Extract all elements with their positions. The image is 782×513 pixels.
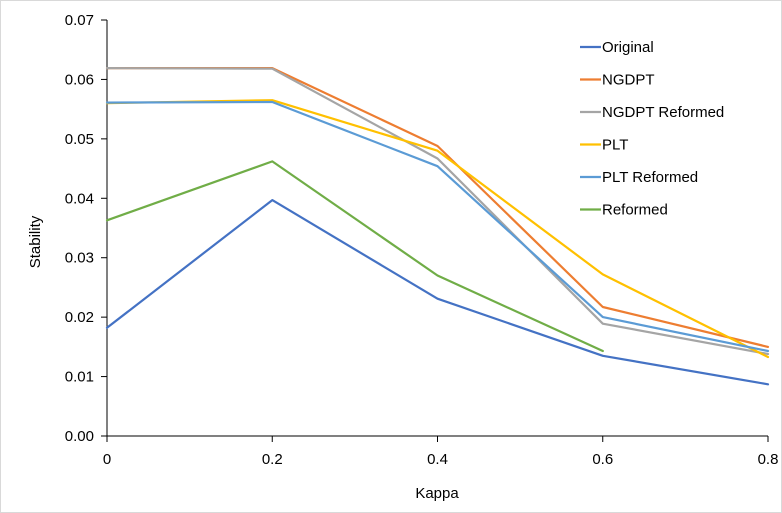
x-tick-label: 0.8 — [758, 451, 779, 468]
series-line-plt-reformed — [105, 100, 770, 353]
series-line-original — [105, 199, 770, 386]
y-tick-label: 0.05 — [65, 131, 94, 148]
y-tick-label: 0.03 — [65, 250, 94, 267]
series-line-ngdpt-reformed — [105, 66, 770, 356]
legend-label-ngdpt-reformed: NGDPT Reformed — [602, 104, 724, 121]
legend: Original NGDPT NGDPT Reformed PLT PLT Reform… — [580, 39, 724, 219]
legend-label-reformed: Reformed — [602, 202, 668, 219]
y-tick-label: 0.01 — [65, 369, 94, 386]
y-tick-label: 0.06 — [65, 71, 94, 88]
y-tick-label: 0.04 — [65, 190, 94, 207]
x-tick-label: 0.4 — [427, 451, 448, 468]
y-axis-title: Stability — [27, 215, 44, 268]
x-axis-title: Kappa — [415, 485, 459, 502]
legend-label-plt-reformed: PLT Reformed — [602, 169, 698, 186]
series-line-reformed — [105, 160, 604, 353]
x-tick-label: 0 — [103, 451, 111, 468]
x-tick-label: 0.2 — [262, 451, 283, 468]
legend-label-original: Original — [602, 39, 654, 56]
series-lines — [105, 66, 770, 386]
legend-label-ngdpt: NGDPT — [602, 72, 655, 89]
legend-label-plt: PLT — [602, 137, 628, 154]
x-tick-label: 0.6 — [592, 451, 613, 468]
y-tick-label: 0.00 — [65, 428, 94, 445]
y-tick-label: 0.02 — [65, 309, 94, 326]
y-axis: 0.00 0.01 0.02 0.03 0.04 0.05 0.06 0.07 — [65, 12, 108, 445]
x-axis: 0 0.2 0.4 0.6 0.8 — [103, 435, 779, 468]
y-tick-label: 0.07 — [65, 12, 94, 29]
